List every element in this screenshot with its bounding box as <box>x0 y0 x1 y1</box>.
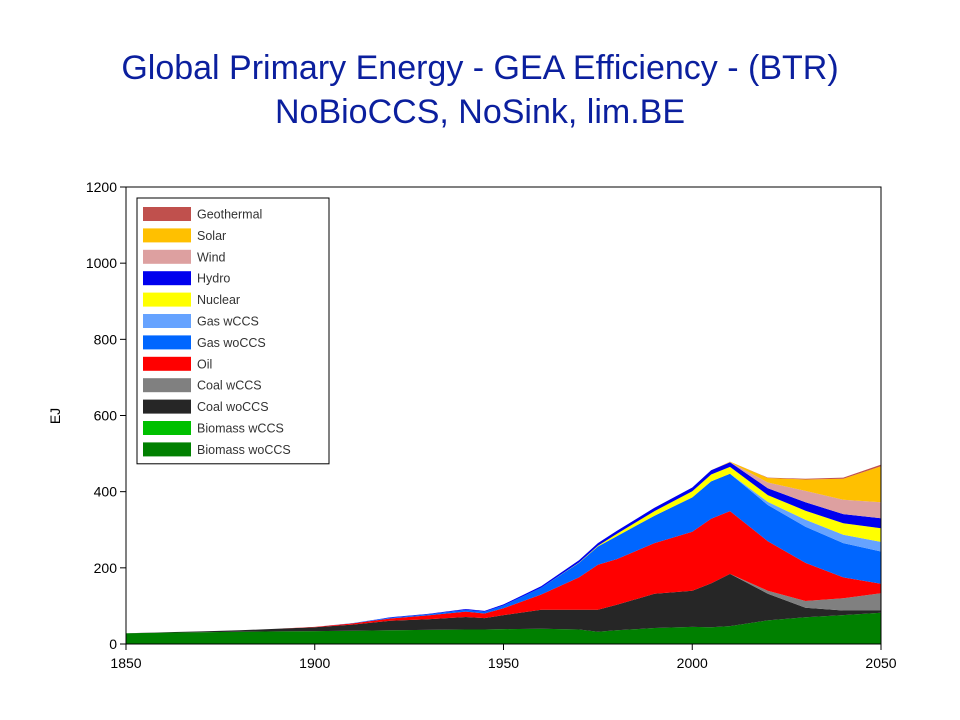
area-biomass-woccs <box>126 612 881 644</box>
y-tick-label: 0 <box>109 636 117 652</box>
legend-swatch <box>143 335 191 350</box>
x-tick-label: 1850 <box>110 655 141 671</box>
legend-label: Wind <box>197 250 226 264</box>
legend-swatch <box>143 421 191 435</box>
axes-group: 0 200 400 600 800 1000 1200 1850 1900 1950 2000 205… <box>86 179 897 671</box>
y-tick-label: 1200 <box>86 179 117 195</box>
area-oil <box>126 511 881 634</box>
chart-title-line-2: NoBioCCS, NoSink, lim.BE <box>274 93 685 131</box>
y-tick-label: 400 <box>94 484 118 500</box>
legend-label: Geothermal <box>197 208 262 222</box>
legend: Geothermal Solar Wind Hydro Nuclear Gas wCCS G… <box>136 197 330 465</box>
y-tick-label: 1000 <box>86 255 117 271</box>
legend-swatch <box>143 292 191 307</box>
legend-label: Coal wCCS <box>197 379 262 393</box>
x-tick-label: 1900 <box>299 655 330 671</box>
legend-swatch <box>143 399 191 414</box>
area-gas-woccs <box>126 473 881 634</box>
area-series-group <box>126 461 881 644</box>
legend-swatch <box>143 271 191 286</box>
legend-swatch <box>143 356 191 371</box>
legend-swatch <box>143 378 191 393</box>
legend-swatch <box>143 249 191 264</box>
area-geothermal <box>126 461 881 634</box>
chart-title-line-1: Global Primary Energy - GEA Efficiency -… <box>121 49 839 87</box>
legend-label: Hydro <box>197 272 230 286</box>
legend-label: Coal woCCS <box>197 400 269 414</box>
x-tick-label: 2000 <box>677 655 708 671</box>
legend-swatch <box>143 442 191 457</box>
x-tick-label: 1950 <box>488 655 519 671</box>
y-tick-label: 800 <box>94 331 118 347</box>
y-axis-label: EJ <box>47 408 63 424</box>
x-tick-label: 2050 <box>865 655 896 671</box>
legend-label: Oil <box>197 357 212 371</box>
y-tick-label: 200 <box>94 560 118 576</box>
y-tick-label: 600 <box>94 408 118 424</box>
legend-swatch <box>143 207 191 221</box>
legend-label: Nuclear <box>197 293 240 307</box>
legend-label: Biomass wCCS <box>197 422 284 436</box>
area-coal-woccs <box>126 573 881 634</box>
legend-swatch <box>143 228 191 243</box>
legend-label: Biomass woCCS <box>197 443 291 457</box>
legend-label: Gas woCCS <box>197 336 266 350</box>
legend-swatch <box>143 314 191 328</box>
legend-label: Solar <box>197 229 226 243</box>
legend-label: Gas wCCS <box>197 315 259 329</box>
